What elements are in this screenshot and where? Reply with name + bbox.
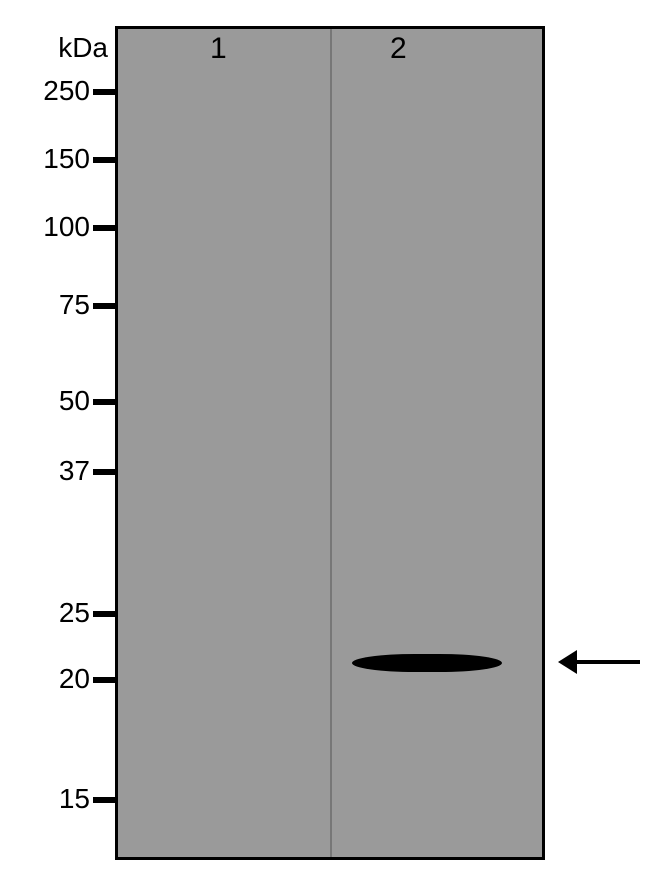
mw-label-50: 50 [0,385,90,417]
lane-label-1: 1 [210,32,227,66]
mw-label-100: 100 [0,211,90,243]
band-arrow-head [558,650,577,674]
mw-label-20: 20 [0,663,90,695]
lane-label-2: 2 [390,32,407,66]
kda-axis-label: kDa [58,32,108,64]
mw-tick-100 [93,225,115,231]
mw-tick-37 [93,469,115,475]
mw-label-150: 150 [0,143,90,175]
mw-tick-75 [93,303,115,309]
mw-tick-250 [93,89,115,95]
mw-tick-20 [93,677,115,683]
figure-canvas: kDa 1 2 250 150 100 75 50 37 25 20 15 [0,0,650,886]
mw-label-25: 25 [0,597,90,629]
mw-tick-25 [93,611,115,617]
lane-divider [330,29,332,857]
mw-label-37: 37 [0,455,90,487]
mw-tick-50 [93,399,115,405]
band-arrow-shaft [570,660,640,664]
mw-label-15: 15 [0,783,90,815]
protein-band-lane-2 [352,654,502,672]
mw-tick-15 [93,797,115,803]
mw-label-75: 75 [0,289,90,321]
mw-tick-150 [93,157,115,163]
mw-label-250: 250 [0,75,90,107]
